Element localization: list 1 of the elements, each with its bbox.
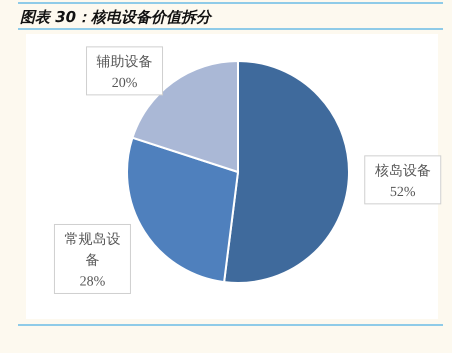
- title: 图表 30：核电设备价值拆分: [20, 8, 212, 26]
